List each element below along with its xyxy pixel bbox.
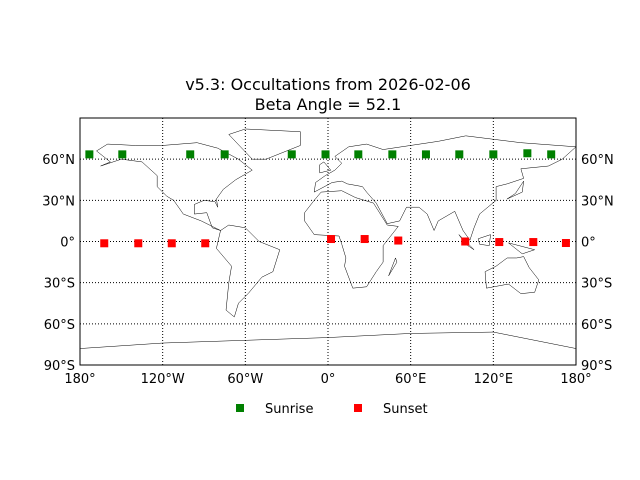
sunset-point [167, 239, 176, 248]
x-tick-label: 60°W [227, 372, 263, 387]
sunset-point [360, 235, 369, 244]
coastline [216, 224, 281, 318]
y-tick-label-right: 0° [581, 236, 596, 251]
coastline [506, 180, 524, 200]
sunset-point [327, 235, 336, 244]
sunrise-point [85, 150, 94, 159]
sunset-point [134, 239, 143, 248]
legend: Sunrise Sunset [236, 402, 428, 417]
coastline [313, 135, 577, 241]
chart-title: v5.3: Occultations from 2026-02-06 [185, 75, 471, 94]
y-tick-label-left: 30°N [42, 194, 75, 209]
y-tick-label-right: 60°N [581, 153, 614, 168]
y-tick-label-left: 30°S [44, 277, 75, 292]
y-tick-label-left: 0° [60, 236, 75, 251]
x-tick-label: 180° [64, 372, 95, 387]
y-tick-label-left: 90°S [44, 359, 75, 374]
data-points [85, 149, 570, 248]
sunset-point [100, 239, 109, 248]
sunrise-point [354, 150, 363, 159]
y-tick-label-right: 30°S [581, 277, 612, 292]
sunrise-point [421, 150, 430, 159]
coastline [319, 161, 332, 174]
chart-subtitle: Beta Angle = 52.1 [255, 95, 402, 114]
sunset-point [201, 239, 210, 248]
y-tick-label-right: 60°S [581, 318, 612, 333]
x-tick-label: 180° [560, 372, 591, 387]
sunset-point [461, 237, 470, 246]
sunrise-point [523, 149, 532, 158]
coastline [484, 256, 540, 294]
legend-sunrise-marker [236, 404, 244, 412]
coastline [304, 190, 399, 289]
sunrise-point [186, 150, 195, 159]
plot-frame [79, 117, 577, 366]
sunset-point [529, 238, 538, 247]
legend-sunset-label: Sunset [383, 402, 428, 417]
sunrise-point [287, 150, 296, 159]
sunset-point [561, 239, 570, 248]
sunset-point [394, 236, 403, 245]
legend-sunrise-label: Sunrise [265, 402, 313, 417]
y-tick-label-left: 60°N [42, 153, 75, 168]
coastline [477, 234, 491, 246]
coastline [388, 257, 398, 276]
sunrise-point [321, 150, 330, 159]
x-tick-label: 120°W [141, 372, 185, 387]
sunrise-point [547, 150, 556, 159]
x-tick-label: 60°E [395, 372, 426, 387]
y-tick-label-right: 30°N [581, 194, 614, 209]
x-tick-label: 0° [321, 372, 336, 387]
sunrise-point [220, 150, 229, 159]
sunrise-point [455, 150, 464, 159]
y-tick-label-right: 90°S [581, 359, 612, 374]
legend-sunset-marker [354, 404, 362, 412]
sunrise-point [388, 150, 397, 159]
sunset-point [495, 238, 504, 247]
tick-labels: 180° 120°W 60°W 0° 60°E 120°E 180°90°S 90°S60°S… [42, 153, 614, 387]
coastline [96, 142, 253, 231]
sunrise-point [118, 150, 127, 159]
sunrise-point [489, 150, 498, 159]
coastline [508, 242, 536, 255]
x-tick-label: 120°E [474, 372, 514, 387]
y-tick-label-left: 60°S [44, 318, 75, 333]
